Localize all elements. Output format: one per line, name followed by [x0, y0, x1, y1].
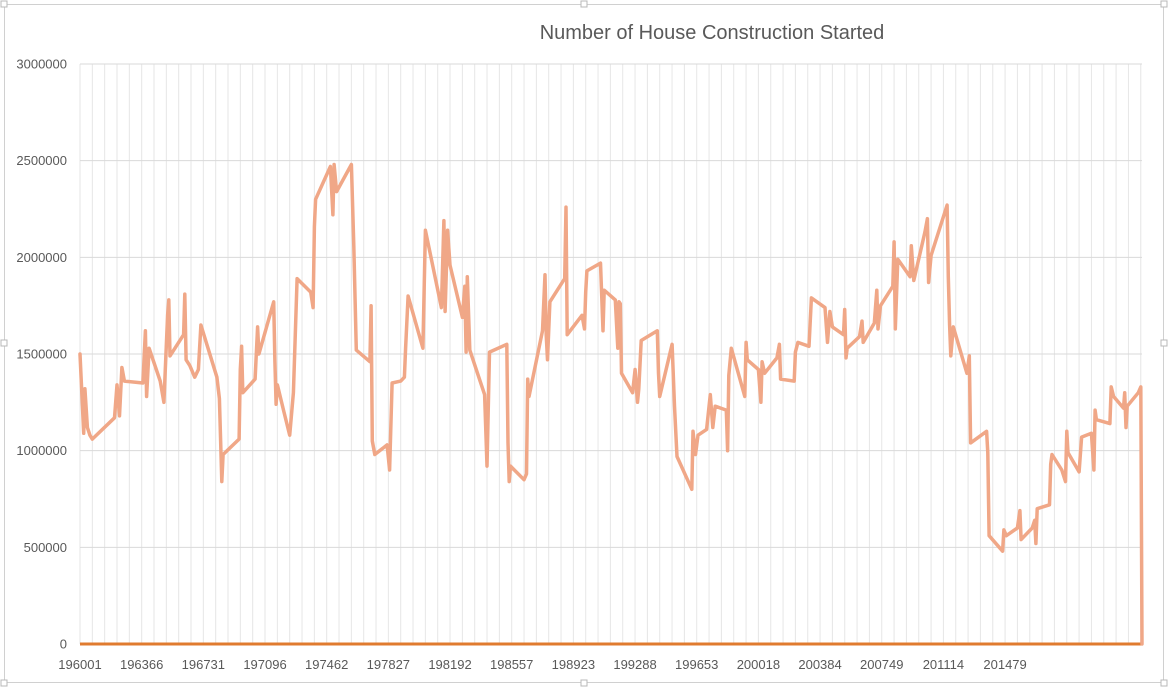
- y-tick-label: 3000000: [16, 57, 67, 72]
- y-tick-label: 0: [60, 637, 67, 652]
- x-tick-label: 200384: [798, 657, 841, 672]
- x-tick-label: 197096: [243, 657, 286, 672]
- x-tick-label: 198192: [428, 657, 471, 672]
- gridlines: [79, 63, 1142, 645]
- y-tick-label: 1000000: [16, 443, 67, 458]
- resize-handle-right[interactable]: [1160, 339, 1168, 347]
- x-tick-label: 198923: [552, 657, 595, 672]
- x-tick-label: 196001: [58, 657, 101, 672]
- x-tick-label: 197462: [305, 657, 348, 672]
- resize-handle-bottom-right[interactable]: [1160, 679, 1168, 687]
- series-line-housing-starts: [78, 162, 1144, 646]
- resize-handle-top-left[interactable]: [0, 0, 8, 8]
- y-axis-tick-labels: 0 500000 1000000 1500000 2000000 2500000 30000…: [16, 57, 67, 652]
- x-tick-label: 196731: [182, 657, 225, 672]
- x-tick-label: 200749: [860, 657, 903, 672]
- x-tick-label: 200018: [737, 657, 780, 672]
- resize-handle-left[interactable]: [0, 339, 8, 347]
- y-tick-label: 2500000: [16, 153, 67, 168]
- x-tick-label: 199288: [613, 657, 656, 672]
- y-tick-label: 1500000: [16, 347, 67, 362]
- resize-handle-bottom[interactable]: [580, 679, 588, 687]
- x-tick-label: 199653: [675, 657, 718, 672]
- x-tick-label: 201479: [983, 657, 1026, 672]
- x-tick-label: 198557: [490, 657, 533, 672]
- chart-title: Number of House Construction Started: [540, 22, 885, 44]
- y-tick-label: 2000000: [16, 250, 67, 265]
- y-tick-label: 500000: [24, 540, 67, 555]
- x-axis-tick-labels: 196001 196366 196731 197096 197462 197827 1981…: [58, 657, 1026, 672]
- x-tick-label: 197827: [367, 657, 410, 672]
- resize-handle-top[interactable]: [580, 0, 588, 8]
- chart-border: [4, 4, 1164, 683]
- resize-handle-bottom-left[interactable]: [0, 679, 8, 687]
- x-tick-label: 196366: [120, 657, 163, 672]
- resize-handle-top-right[interactable]: [1160, 0, 1168, 8]
- x-tick-label: 201114: [923, 657, 964, 672]
